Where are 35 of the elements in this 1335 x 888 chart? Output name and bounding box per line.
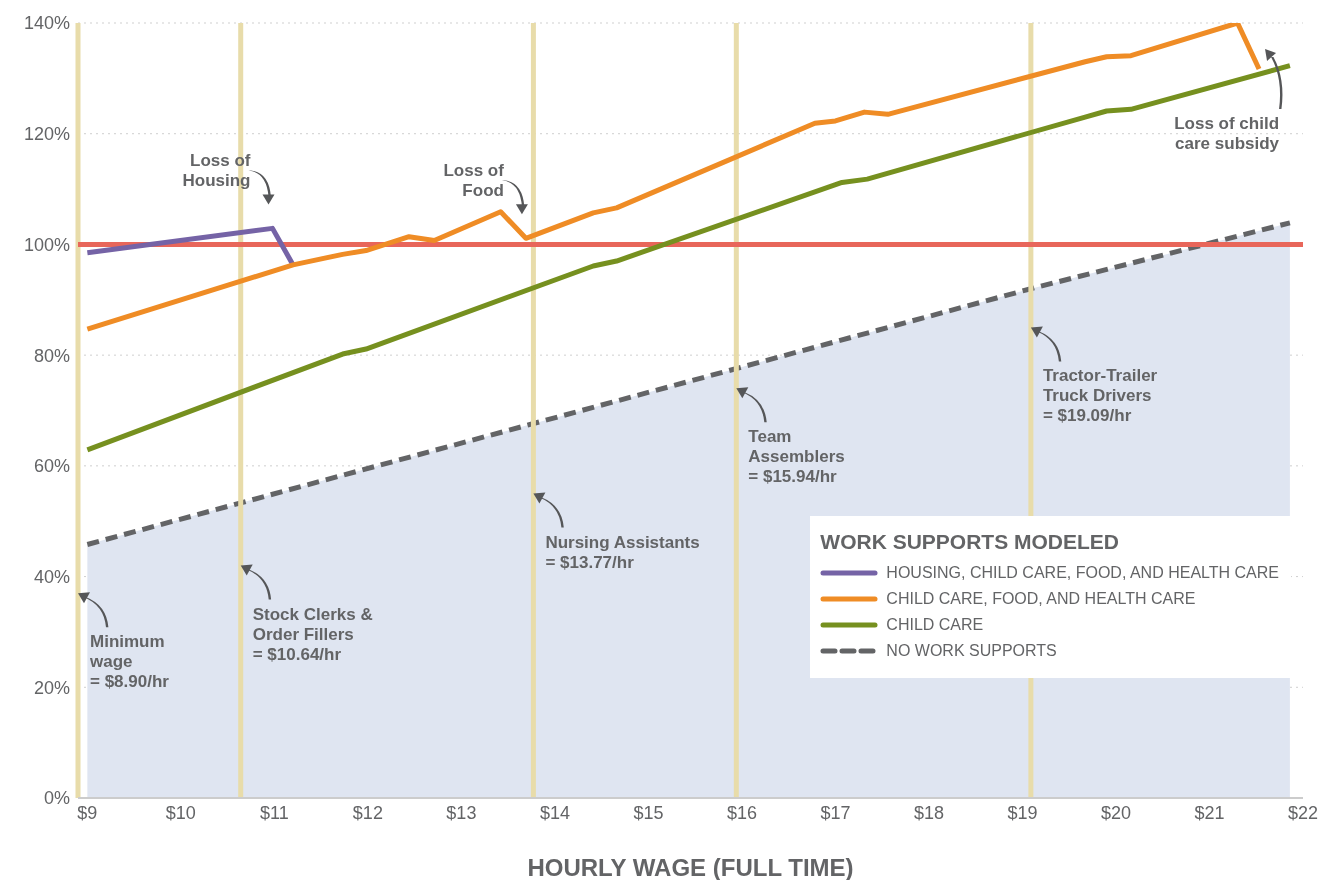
- annotation: Nursing Assistants = $13.77/hr: [545, 532, 700, 572]
- x-tick-label: $9: [77, 802, 98, 823]
- annotation: Loss of child care subsidy: [1174, 113, 1280, 153]
- x-tick-label: $12: [352, 802, 383, 823]
- annotation: Team Assemblers = $15.94/hr: [748, 427, 845, 487]
- y-tick-label: 40%: [33, 566, 70, 587]
- legend-label: HOUSING, CHILD CARE, FOOD, AND HEALTH CARE: [886, 564, 1279, 582]
- x-tick-label: $16: [726, 802, 757, 823]
- x-tick-label: $21: [1194, 802, 1225, 823]
- x-tick-label: $11: [260, 802, 289, 823]
- annotation: Tractor-Trailer Truck Drivers = $19.09/hr: [1042, 366, 1158, 426]
- x-tick-label: $14: [539, 802, 570, 823]
- legend-label: CHILD CARE: [886, 616, 984, 634]
- y-tick-label: 140%: [23, 13, 70, 34]
- y-tick-label: 120%: [23, 124, 70, 145]
- legend-label: NO WORK SUPPORTS: [886, 642, 1057, 660]
- annotation: Loss of Housing: [182, 151, 251, 191]
- y-tick-label: 20%: [33, 677, 70, 698]
- y-tick-label: 0%: [43, 788, 70, 809]
- x-tick-label: $15: [633, 802, 664, 823]
- y-tick-label: 100%: [23, 234, 70, 255]
- annotation: Stock Clerks & Order Fillers = $10.64/hr: [252, 604, 373, 664]
- x-tick-label: $13: [446, 802, 477, 823]
- y-tick-label: 60%: [33, 456, 70, 477]
- legend-label: CHILD CARE, FOOD, AND HEALTH CARE: [886, 590, 1196, 608]
- annotation: Loss of Food: [443, 161, 505, 201]
- x-tick-label: $18: [913, 802, 944, 823]
- annotation: Minimum wage = $8.90/hr: [89, 632, 170, 692]
- x-tick-label: $19: [1007, 802, 1038, 823]
- x-tick-label: $22: [1287, 802, 1319, 823]
- y-tick-label: 80%: [33, 345, 70, 366]
- x-tick-label: $10: [165, 802, 196, 823]
- x-tick-label: $20: [1100, 802, 1131, 823]
- legend-title: WORK SUPPORTS MODELED: [820, 530, 1121, 554]
- x-tick-label: $17: [820, 802, 851, 823]
